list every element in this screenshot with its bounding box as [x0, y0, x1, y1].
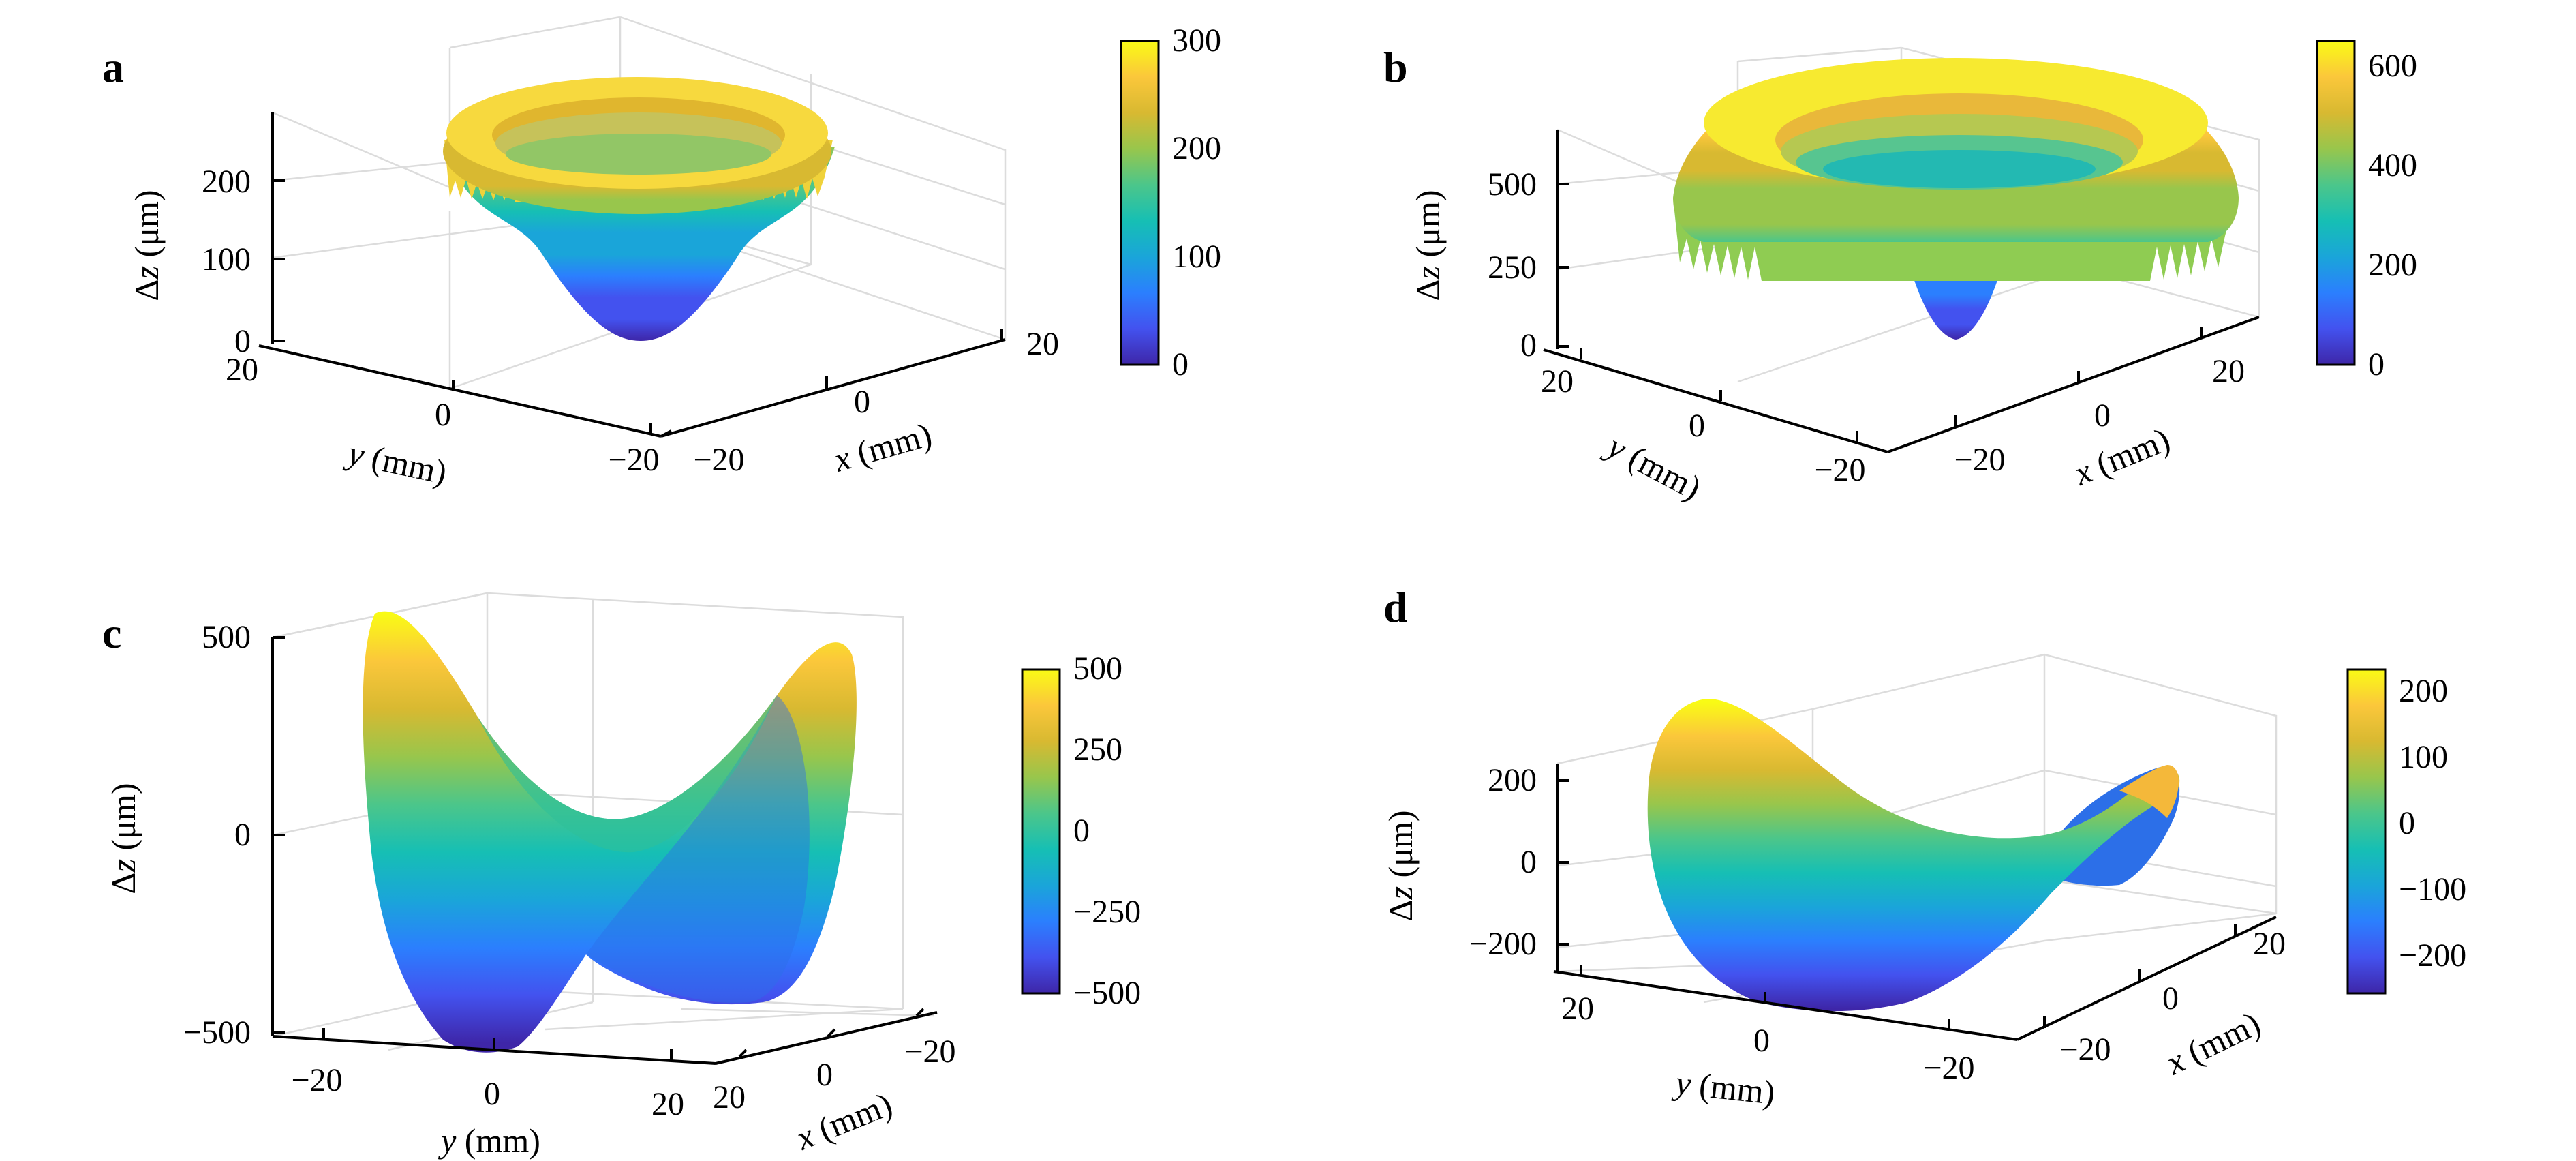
panel-b-ticks: 500 250 0 20 0 −20 −20 0 20	[1488, 166, 2245, 488]
panel-a-z-tick: 0	[234, 323, 251, 359]
panel-d-ylabel: y (mm)	[1670, 1063, 1777, 1111]
panel-d: d	[1381, 583, 2466, 1112]
panel-a-y-tick: −20	[608, 442, 659, 478]
panel-d-x-tick: 20	[2253, 926, 2286, 962]
panel-a-x-tick: 0	[854, 384, 870, 420]
panel-b-z-tick: 0	[1520, 327, 1537, 363]
panel-a-x-tick: 20	[1026, 326, 1059, 362]
panel-c-y-tick: 0	[484, 1076, 500, 1112]
panel-d-colorbar	[2346, 668, 2387, 995]
panel-a-cbar-tick: 200	[1172, 130, 1221, 166]
panel-a-cbar-tick: 100	[1172, 239, 1221, 275]
panel-b-colorbar	[2316, 40, 2356, 366]
panel-b: b	[1383, 40, 2417, 507]
panel-b-zlabel: Δz (μm)	[1409, 190, 1447, 301]
panel-a-ticks: 200 100 0 20 0 −20 −20 0 20	[202, 164, 1059, 478]
panel-c-cbar-tick: 250	[1073, 732, 1122, 768]
panel-b-y-tick: −20	[1814, 452, 1865, 488]
panel-a-ylabel: y (mm)	[342, 433, 450, 492]
panel-c-ylabel: y (mm)	[438, 1121, 540, 1160]
panel-d-letter: d	[1383, 583, 1408, 631]
panel-b-cbar-tick: 200	[2368, 247, 2417, 283]
panel-b-z-tick: 250	[1488, 250, 1537, 286]
panel-c-z-tick: 500	[202, 619, 251, 655]
panel-c-z-tick: −500	[183, 1014, 251, 1051]
panel-a-colorbar	[1120, 40, 1160, 366]
panel-d-cbar-tick: −200	[2399, 937, 2466, 974]
panel-b-cbar-tick: 0	[2368, 346, 2385, 382]
panel-d-y-tick: 0	[1753, 1023, 1770, 1059]
panel-b-y-tick: 20	[1541, 363, 1574, 399]
panel-d-ticks: 200 0 −200 20 0 −20 −20 0 20	[1469, 762, 2286, 1086]
panel-d-zlabel: Δz (μm)	[1381, 810, 1420, 921]
panel-c-zlabel: Δz (μm)	[104, 783, 142, 894]
panel-d-z-tick: 0	[1520, 844, 1537, 880]
panel-a-y-tick: 0	[435, 397, 451, 433]
panel-a: a	[102, 16, 1221, 492]
panel-d-y-tick: −20	[1923, 1050, 1974, 1086]
panel-c-ticks: 500 0 −500 −20 0 20 20 0 −20	[183, 619, 956, 1122]
panel-d-cbar-tick: −100	[2399, 871, 2466, 907]
panel-b-y-tick: 0	[1689, 408, 1705, 444]
panel-d-z-tick: −200	[1469, 926, 1537, 962]
panel-c-cbar-tick: 0	[1073, 813, 1090, 849]
panel-b-x-tick: −20	[1954, 442, 2005, 478]
panel-d-colorbar-ticks: −200 −100 0 100 200	[2399, 673, 2466, 974]
panel-c-z-tick: 0	[234, 817, 251, 853]
panel-a-surface	[443, 77, 835, 341]
panel-d-surface	[1647, 699, 2180, 1012]
panel-a-x-tick: −20	[693, 442, 744, 478]
panel-b-x-tick: 20	[2212, 353, 2245, 389]
panel-a-y-tick: 20	[226, 352, 258, 388]
panel-a-z-tick: 100	[202, 241, 251, 277]
panel-c-cbar-tick: 500	[1073, 650, 1122, 687]
panel-d-y-tick: 20	[1561, 991, 1594, 1027]
panel-c-colorbar	[1021, 668, 1061, 995]
panel-c-xlabel: x (mm)	[791, 1085, 898, 1158]
panel-c-axes	[271, 636, 938, 1065]
panel-b-cbar-tick: 600	[2368, 48, 2417, 84]
panel-c-cbar-tick: −500	[1073, 975, 1141, 1011]
panel-c-y-tick: 20	[651, 1086, 684, 1122]
panel-a-colorbar-ticks: 0 100 200 300	[1172, 22, 1221, 382]
panel-d-z-tick: 200	[1488, 762, 1537, 798]
panel-d-x-tick: −20	[2059, 1031, 2111, 1068]
panel-a-z-tick: 200	[202, 164, 251, 200]
panel-a-cbar-tick: 300	[1172, 22, 1221, 59]
panel-a-axes	[258, 112, 1006, 438]
panel-c: c	[102, 592, 1141, 1160]
panel-b-colorbar-ticks: 0 200 400 600	[2368, 48, 2417, 382]
panel-c-y-tick: −20	[291, 1062, 342, 1098]
panel-b-letter: b	[1383, 43, 1408, 91]
panel-b-z-tick: 500	[1488, 166, 1537, 202]
panel-c-x-tick: 0	[816, 1057, 833, 1093]
panel-a-letter: a	[102, 43, 124, 91]
panel-c-letter: c	[102, 609, 121, 657]
panel-c-surface	[363, 611, 857, 1053]
panel-a-xlabel: x (mm)	[829, 415, 936, 479]
panel-c-cbar-tick: −250	[1073, 894, 1141, 930]
panel-b-cbar-tick: 400	[2368, 147, 2417, 183]
panel-c-x-tick: 20	[713, 1079, 746, 1115]
panel-d-cbar-tick: 100	[2399, 739, 2448, 775]
panel-d-cbar-tick: 200	[2399, 673, 2448, 709]
panel-a-cbar-tick: 0	[1172, 346, 1189, 382]
panel-d-axes	[1553, 764, 2277, 1041]
panel-b-xlabel: x (mm)	[2068, 420, 2175, 493]
panel-b-x-tick: 0	[2094, 397, 2111, 434]
panel-d-x-tick: 0	[2162, 980, 2179, 1016]
panel-b-surface	[1673, 58, 2239, 340]
panel-b-axes	[1543, 130, 2260, 453]
panel-c-x-tick: −20	[904, 1034, 955, 1070]
panel-d-cbar-tick: 0	[2399, 805, 2415, 841]
panel-c-colorbar-ticks: −500 −250 0 250 500	[1073, 650, 1141, 1011]
panel-a-zlabel: Δz (μm)	[127, 190, 166, 301]
